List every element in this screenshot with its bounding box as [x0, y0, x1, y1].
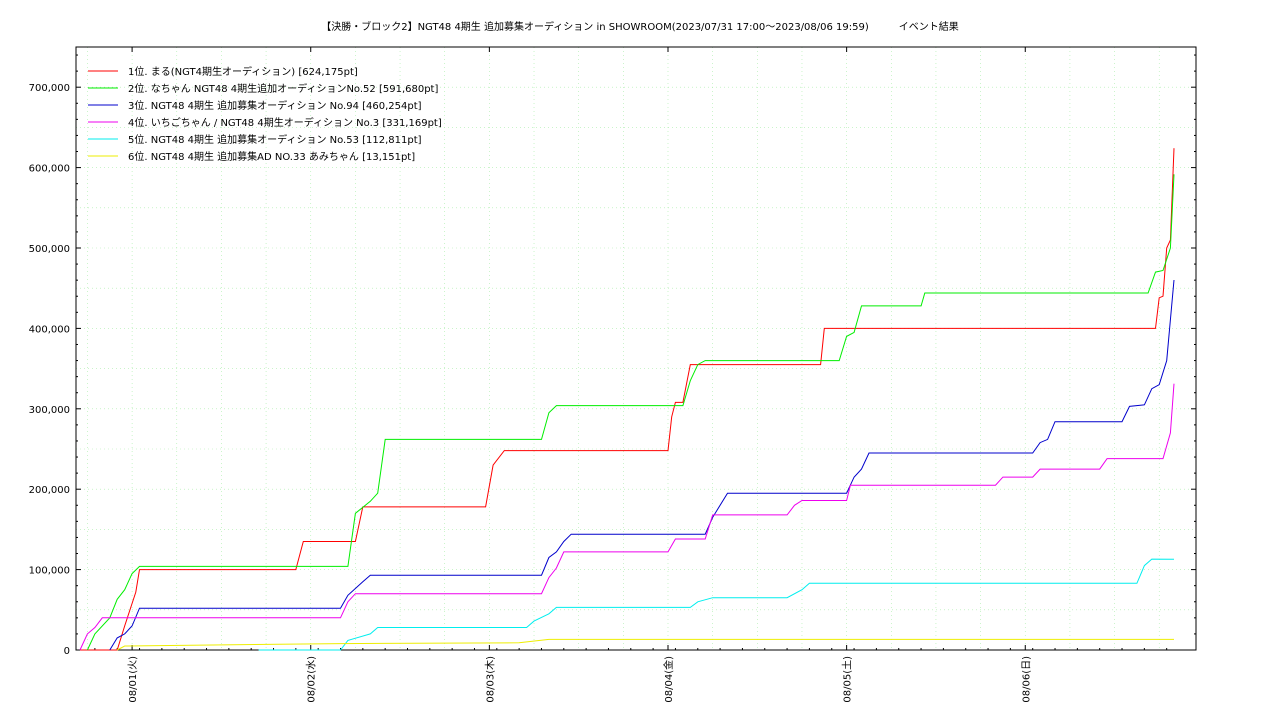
- series: [79, 148, 1175, 651]
- x-tick-label: 08/05(土): [841, 656, 854, 703]
- legend-label-5: 5位. NGT48 4期生 追加募集オーディション No.53 [112,811…: [128, 133, 422, 146]
- y-tick-label: 700,000: [29, 83, 70, 94]
- y-tick-label: 500,000: [29, 244, 70, 255]
- x-tick-label: 08/03(木): [484, 656, 496, 703]
- grid: [76, 47, 1196, 650]
- series-line-1: [80, 148, 1175, 651]
- x-tick-label: 08/04(金): [662, 656, 675, 703]
- series-line-6: [116, 638, 1174, 651]
- legend-label-4: 4位. いちごちゃん / NGT48 4期生オーディション No.3 [331,…: [128, 116, 442, 129]
- legend-label-2: 2位. なちゃん NGT48 4期生追加オーディションNo.52 [591,68…: [128, 82, 438, 95]
- x-tick-label: 08/02(水): [306, 656, 318, 703]
- series-line-2: [86, 174, 1175, 651]
- legend-label-1: 1位. まる(NGT4期生オーディション) [624,175pt]: [128, 65, 358, 78]
- plot-frame: [75, 46, 1197, 651]
- series-line-3: [109, 279, 1175, 651]
- legend: 1位. まる(NGT4期生オーディション) [624,175pt] 2位. なちゃ…: [88, 65, 442, 163]
- x-tick-label: 08/06(日): [1021, 656, 1032, 703]
- series-line-5: [258, 558, 1175, 651]
- chart-title: 【決勝・ブロック2】NGT48 4期生 追加募集オーディション in SHOWR…: [321, 20, 959, 33]
- y-tick-label: 0: [64, 646, 70, 657]
- series-line-4: [79, 383, 1175, 651]
- y-tick-label: 100,000: [29, 566, 70, 577]
- legend-label-6: 6位. NGT48 4期生 追加募集AD NO.33 あみちゃん [13,151…: [128, 150, 415, 163]
- y-tick-label: 600,000: [29, 164, 70, 175]
- y-tick-label: 400,000: [29, 324, 70, 335]
- ticks: 0 100,000 200,000 300,000 400,000 500,000 600,…: [29, 47, 1196, 703]
- y-tick-label: 300,000: [29, 405, 70, 416]
- y-tick-label: 200,000: [29, 485, 70, 496]
- x-tick-label: 08/01(火): [127, 656, 139, 703]
- legend-label-3: 3位. NGT48 4期生 追加募集オーディション No.94 [460,254…: [128, 99, 422, 112]
